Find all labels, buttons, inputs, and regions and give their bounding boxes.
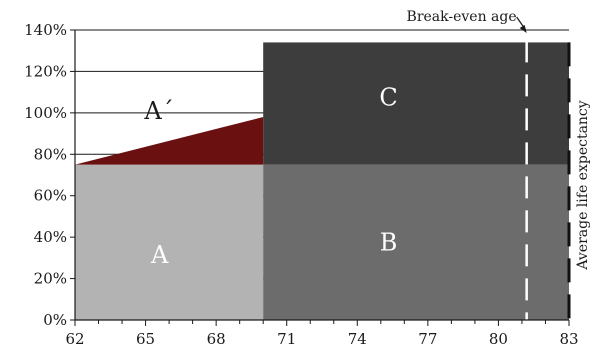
x-tick-label-83: 83 (559, 330, 578, 348)
x-tick-label-65: 65 (136, 330, 155, 348)
chart-regions (75, 42, 569, 320)
y-tick-label-80: 80% (34, 145, 67, 163)
x-tick-label-74: 74 (348, 330, 367, 348)
region-label-a-prime: A´ (143, 97, 173, 125)
y-tick-label-60: 60% (34, 187, 67, 205)
y-tick-label-0: 0% (43, 311, 67, 329)
y-tick-label-120: 120% (24, 62, 67, 80)
region-a (75, 164, 264, 320)
region-label-b: B (380, 228, 398, 256)
x-tick-label-68: 68 (207, 330, 226, 348)
break-even-arrow-head (519, 25, 527, 33)
chart-labels: A B C A´ Break-even age Average life expectan… (143, 9, 591, 271)
x-tick-label-71: 71 (277, 330, 296, 348)
region-c (263, 42, 569, 165)
break-even-label: Break-even age (407, 9, 517, 25)
x-tick-label-77: 77 (418, 330, 437, 348)
chart-markers (516, 16, 571, 320)
region-b (263, 164, 569, 320)
chart-axes: 0% 20% 40% 60% 80% 100% 120% 140% 62 65 68 71 74 77 80… (24, 21, 578, 348)
x-tick-label-62: 62 (65, 330, 84, 348)
region-label-c: C (379, 84, 397, 112)
region-label-a: A (150, 241, 169, 269)
y-tick-label-40: 40% (34, 228, 67, 246)
region-a-prime (75, 117, 264, 165)
y-tick-label-100: 100% (24, 104, 67, 122)
y-tick-label-140: 140% (24, 21, 67, 39)
y-tick-label-20: 20% (34, 270, 67, 288)
life-expectancy-label: Average life expectancy (575, 100, 591, 270)
x-tick-label-80: 80 (489, 330, 508, 348)
